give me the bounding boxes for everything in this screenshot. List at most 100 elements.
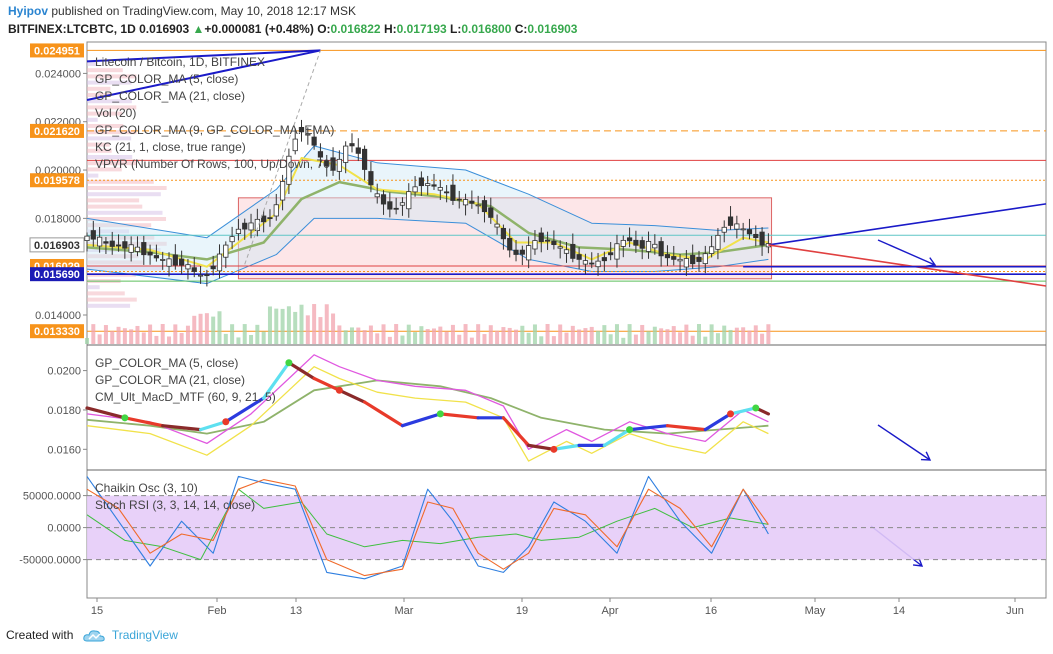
candle <box>601 251 607 272</box>
volume-bar <box>602 325 607 344</box>
volume-profile-bar <box>87 130 137 135</box>
candle <box>481 195 488 223</box>
volume-bar <box>514 329 519 344</box>
volume-bar <box>122 328 127 344</box>
candle <box>122 235 128 259</box>
volume-bar <box>280 308 285 344</box>
candle <box>721 220 727 243</box>
candle <box>273 193 279 221</box>
candle <box>671 245 677 266</box>
candle <box>740 222 746 240</box>
candle-body <box>311 136 317 146</box>
candle-body <box>746 229 753 235</box>
volume-bar <box>179 332 184 344</box>
candle-body <box>273 204 279 217</box>
volume-bar <box>715 333 720 344</box>
candle-body <box>589 262 595 265</box>
price-tag <box>30 123 84 138</box>
volume-bar <box>507 327 512 344</box>
candle-body <box>639 240 645 249</box>
candle <box>368 161 374 193</box>
volume-bar <box>438 326 443 344</box>
close-value: 0.016903 <box>527 22 578 36</box>
candle-body <box>500 227 507 240</box>
volume-profile-bar <box>87 93 112 97</box>
volume-profile-bar <box>87 179 154 184</box>
volume-bar <box>103 325 108 344</box>
candle <box>84 232 90 252</box>
macd-segment <box>312 376 341 392</box>
volume-bar <box>356 327 361 344</box>
volume-bar <box>85 338 89 344</box>
forecast-arrow <box>877 239 936 266</box>
price-tag-label: 0.016903 <box>34 240 80 252</box>
volume-bar <box>469 337 474 344</box>
volume-bar <box>425 329 430 344</box>
macd-cross-dot <box>550 445 558 453</box>
forecast-arrow-head <box>920 451 932 461</box>
candle-body <box>633 239 639 246</box>
candle-body <box>204 274 210 277</box>
candle-body <box>141 242 147 256</box>
volume-bar <box>640 324 645 344</box>
macd-segment <box>501 416 531 447</box>
stoch-d-line <box>86 479 769 577</box>
candle-body <box>406 191 412 210</box>
volume-profile-bar <box>87 136 132 141</box>
candle <box>355 138 361 162</box>
volume-bar <box>337 325 342 344</box>
candle <box>431 173 437 190</box>
volume-profile-bar <box>87 223 152 228</box>
candle-body <box>97 236 103 247</box>
volume-bar <box>255 324 260 344</box>
candle-body <box>759 231 765 246</box>
volume-bar <box>532 324 537 344</box>
volume-bar <box>368 325 373 344</box>
candle <box>469 190 475 209</box>
volume-bar <box>91 324 96 344</box>
candle <box>734 215 740 239</box>
candle <box>210 255 216 276</box>
candle-body <box>431 184 437 187</box>
candle <box>450 174 456 205</box>
publish-info: published on TradingView.com, May 10, 20… <box>51 4 356 18</box>
candle <box>677 253 683 272</box>
volume-bar <box>696 324 701 344</box>
volume-profile-bar <box>87 68 123 73</box>
candle <box>715 228 721 260</box>
candle-body <box>507 237 513 251</box>
publisher-name[interactable]: Hyipov <box>8 4 49 18</box>
macd-cross-dot <box>727 410 735 418</box>
volume-bar <box>476 324 481 344</box>
candle <box>317 143 324 167</box>
candle-body <box>526 245 532 261</box>
candle-body <box>267 217 273 220</box>
candle-body <box>481 200 488 213</box>
candle <box>362 145 368 181</box>
candle <box>147 244 153 265</box>
candle <box>412 176 418 197</box>
volume-bar <box>274 308 279 344</box>
volume-profile-bar <box>87 192 161 197</box>
volume-bar <box>293 311 298 344</box>
y-tick-label: 0.024000 <box>35 68 81 80</box>
candle-body <box>488 207 494 218</box>
trendline <box>86 49 321 101</box>
candle <box>261 210 267 233</box>
volume-bar <box>381 324 386 344</box>
candle-body <box>197 274 204 277</box>
indicator-legend: KC (21, 1, close, true range) <box>95 140 246 154</box>
tradingview-link[interactable]: TradingView <box>111 628 178 642</box>
candle-body <box>626 237 633 242</box>
volume-bar <box>589 326 594 344</box>
candle <box>456 190 462 209</box>
volume-profile-bar <box>87 204 143 209</box>
volume-bar <box>204 313 209 344</box>
price-tag <box>30 43 84 58</box>
volume-bar <box>261 331 266 344</box>
candle <box>242 218 248 240</box>
volume-bar <box>413 332 418 344</box>
candle-body <box>160 259 166 261</box>
y-tick-label: 0.0200 <box>47 366 81 378</box>
